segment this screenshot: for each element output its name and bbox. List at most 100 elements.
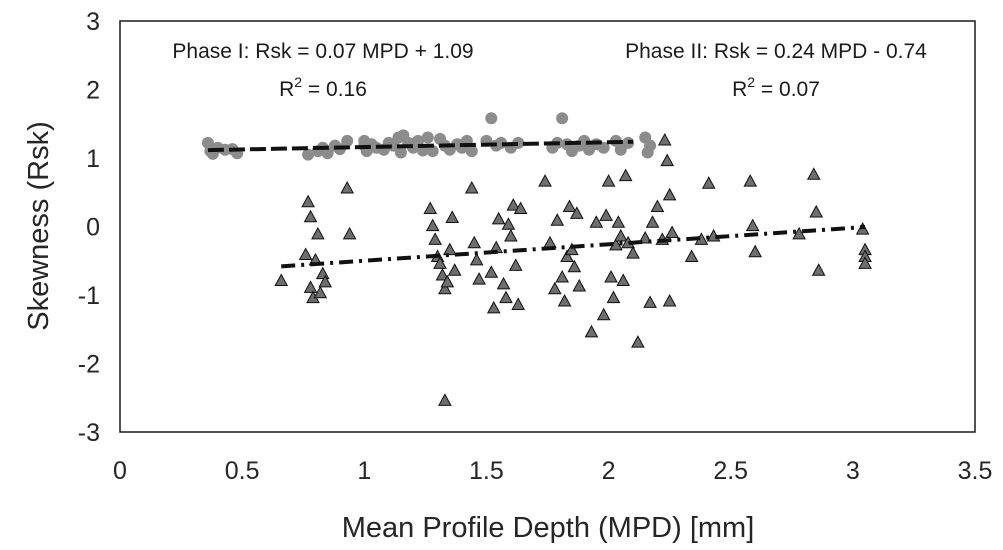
- data-point-triangle: [550, 213, 565, 226]
- data-point-circle: [302, 148, 315, 161]
- data-point-triangle: [809, 204, 824, 218]
- data-point-triangle: [743, 174, 758, 187]
- data-point-triangle: [538, 174, 552, 187]
- data-point-triangle: [428, 232, 442, 245]
- data-point-triangle: [472, 272, 486, 285]
- data-point-triangle: [440, 274, 455, 288]
- data-point-triangle: [484, 265, 499, 278]
- phase1-r-squared: R2 = 0.16: [279, 74, 367, 101]
- data-point-triangle: [435, 267, 450, 281]
- data-point-triangle: [626, 246, 640, 259]
- data-point-triangle: [311, 226, 325, 240]
- data-point-triangle: [606, 290, 621, 304]
- data-point-triangle: [504, 228, 518, 242]
- data-point-triangle: [611, 215, 626, 228]
- data-point-triangle: [806, 167, 821, 180]
- data-point-triangle: [858, 256, 872, 269]
- data-point-triangle: [342, 226, 357, 240]
- data-point-triangle: [447, 263, 462, 276]
- data-point-triangle: [748, 244, 762, 258]
- data-point-triangle: [557, 293, 572, 307]
- series-layer: [201, 112, 872, 406]
- data-point-triangle: [569, 206, 584, 219]
- data-point-triangle: [613, 228, 628, 242]
- data-point-triangle: [442, 242, 457, 256]
- y-tick-label: 3: [86, 8, 100, 36]
- data-point-triangle: [618, 168, 633, 182]
- phase2-equation: Phase II: Rsk = 0.24 MPD - 0.74: [625, 40, 927, 63]
- plot-area-frame: [119, 20, 976, 433]
- x-axis-title: Mean Profile Depth (MPD) [mm]: [342, 512, 755, 544]
- data-point-triangle: [657, 133, 672, 146]
- trendline: [281, 225, 866, 269]
- data-point-triangle: [645, 215, 660, 228]
- data-point-triangle: [584, 324, 599, 338]
- data-point-circle: [412, 134, 425, 147]
- data-point-triangle: [469, 252, 484, 266]
- y-tick-label: 1: [86, 145, 100, 173]
- data-point-triangle: [486, 300, 501, 314]
- data-point-triangle: [660, 153, 675, 167]
- data-point-triangle: [496, 276, 511, 290]
- data-point-triangle: [701, 176, 716, 189]
- x-tick-label: 1: [357, 457, 371, 485]
- x-tick-label: 3.5: [958, 457, 993, 485]
- data-point-circle: [426, 145, 439, 158]
- data-point-triangle: [601, 174, 616, 187]
- data-point-triangle: [464, 180, 479, 194]
- data-point-triangle: [491, 211, 506, 225]
- data-point-triangle: [298, 247, 313, 260]
- data-point-triangle: [565, 242, 579, 256]
- data-point-triangle: [650, 199, 665, 212]
- data-point-triangle: [438, 393, 452, 406]
- y-tick-label: 0: [86, 214, 100, 242]
- x-tick-label: 1.5: [469, 457, 504, 485]
- data-point-circle: [341, 134, 354, 147]
- x-tick-label: 3: [846, 457, 860, 485]
- data-point-triangle: [423, 201, 438, 215]
- data-point-triangle: [665, 225, 679, 239]
- data-point-triangle: [445, 210, 460, 223]
- data-point-triangle: [438, 281, 452, 295]
- data-point-triangle: [604, 270, 618, 283]
- data-point-triangle: [499, 290, 513, 304]
- data-point-circle: [644, 139, 657, 152]
- y-tick-label: -3: [78, 419, 100, 447]
- data-point-triangle: [745, 218, 760, 232]
- data-point-triangle: [547, 281, 562, 295]
- y-tick-label: 2: [86, 77, 100, 105]
- data-point-triangle: [511, 297, 526, 310]
- y-axis-ticks: 3 2 1 0 -1 -2 -3: [78, 8, 100, 447]
- trendline-layer: [207, 139, 866, 269]
- x-tick-label: 2: [602, 457, 616, 485]
- data-point-triangle: [599, 208, 613, 221]
- data-point-triangle: [340, 180, 355, 194]
- data-point-triangle: [596, 307, 611, 321]
- data-point-triangle: [555, 270, 569, 283]
- data-point-triangle: [501, 217, 516, 230]
- data-point-triangle: [313, 285, 328, 299]
- data-point-triangle: [643, 295, 657, 308]
- x-axis-ticks: 0 0.5 1 1.5 2 2.5 3 3.5: [113, 457, 992, 485]
- data-point-circle: [421, 131, 434, 144]
- y-axis-title: Skewness (Rsk): [23, 121, 55, 331]
- y-tick-label: -2: [78, 351, 100, 379]
- data-point-circle: [485, 112, 498, 125]
- data-point-triangle: [616, 273, 631, 286]
- data-point-triangle: [506, 198, 521, 211]
- x-tick-label: 2.5: [713, 457, 748, 485]
- data-point-triangle: [467, 235, 482, 249]
- x-tick-label: 0: [113, 457, 127, 485]
- data-point-circle: [321, 147, 334, 160]
- trendline: [207, 139, 634, 153]
- data-point-triangle: [303, 209, 318, 223]
- data-point-circle: [597, 141, 610, 154]
- data-point-triangle: [662, 293, 677, 307]
- data-point-circle: [465, 145, 478, 158]
- data-point-triangle: [303, 280, 318, 293]
- data-point-triangle: [589, 215, 604, 228]
- data-point-triangle: [318, 274, 333, 288]
- phase1-equation: Phase I: Rsk = 0.07 MPD + 1.09: [172, 40, 473, 63]
- data-point-triangle: [433, 256, 447, 269]
